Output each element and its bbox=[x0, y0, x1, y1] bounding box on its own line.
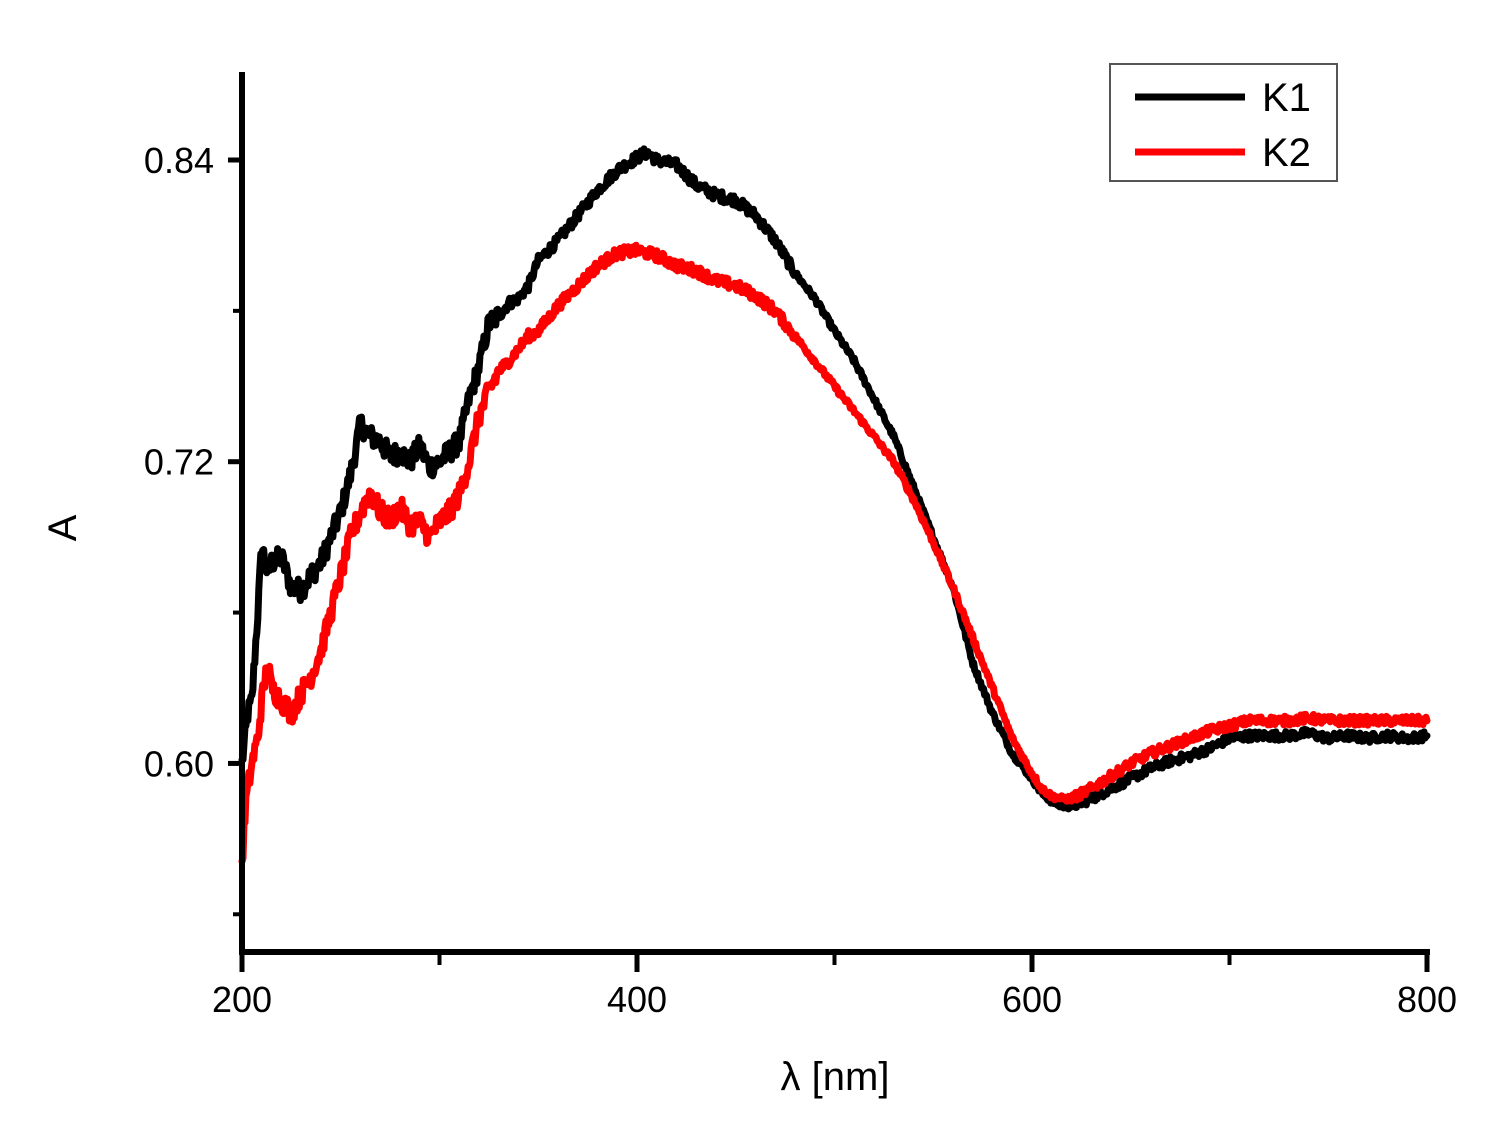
legend-label-k2: K2 bbox=[1262, 131, 1311, 175]
series-line-k1 bbox=[238, 145, 1431, 813]
series-line-k2 bbox=[238, 241, 1431, 865]
legend: K1 K2 bbox=[1109, 63, 1338, 182]
x-tick-label: 800 bbox=[1397, 979, 1457, 1020]
y-tick-label: 0.60 bbox=[144, 743, 214, 784]
x-ticks: 200 400 600 800 bbox=[212, 952, 1457, 1020]
x-tick-label: 400 bbox=[607, 979, 667, 1020]
legend-label-k1: K1 bbox=[1262, 76, 1311, 120]
y-tick-label: 0.84 bbox=[144, 140, 214, 181]
x-tick-label: 200 bbox=[212, 979, 272, 1020]
x-axis-title: λ [nm] bbox=[781, 1055, 890, 1099]
y-axis-title: A bbox=[41, 514, 85, 541]
y-tick-label: 0.72 bbox=[144, 442, 214, 483]
legend-box bbox=[1109, 63, 1338, 182]
x-tick-label: 600 bbox=[1002, 979, 1062, 1020]
series-layer bbox=[238, 145, 1431, 865]
y-ticks: 0.60 0.72 0.84 bbox=[144, 140, 242, 917]
